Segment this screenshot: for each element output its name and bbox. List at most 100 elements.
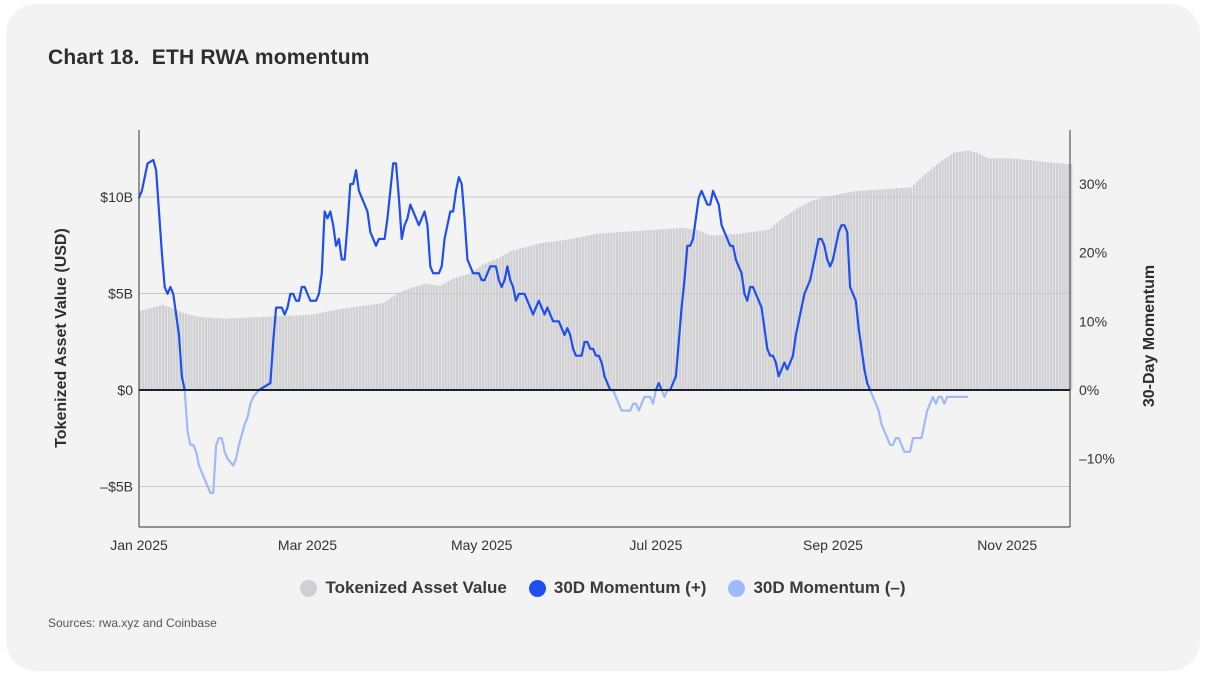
- asset-value-bar: [604, 233, 607, 390]
- asset-value-bar: [570, 238, 573, 390]
- asset-value-bar: [221, 318, 225, 390]
- asset-value-bar: [167, 307, 170, 390]
- asset-value-bar: [475, 268, 479, 390]
- asset-value-bar: [818, 198, 821, 390]
- asset-value-bar: [1058, 163, 1061, 390]
- asset-value-bar: [553, 241, 556, 390]
- axes: [138, 130, 1071, 528]
- asset-value-bar: [1024, 159, 1027, 390]
- asset-value-bar: [838, 194, 841, 390]
- asset-value-bar: [812, 200, 816, 390]
- asset-value-bar: [727, 234, 730, 390]
- asset-value-bar: [815, 199, 819, 390]
- asset-value-bar: [381, 303, 385, 390]
- asset-value-bar: [581, 236, 584, 390]
- asset-value-bar: [730, 234, 733, 390]
- asset-value-bar: [593, 234, 596, 390]
- asset-value-bar: [972, 151, 976, 390]
- asset-value-bar: [653, 229, 656, 390]
- asset-value-bar: [950, 154, 953, 390]
- asset-value-bar: [433, 285, 436, 390]
- asset-value-bar: [641, 230, 644, 390]
- asset-value-bar: [530, 245, 533, 390]
- asset-value-bar: [764, 230, 767, 390]
- momentum-line-negative: [868, 388, 969, 453]
- right-tick-label: 10%: [1079, 313, 1107, 329]
- asset-value-bar: [924, 173, 927, 390]
- asset-value-bar: [1010, 158, 1013, 390]
- asset-value-bar: [970, 151, 973, 390]
- legend-swatch-tokenized-asset-value: [300, 579, 318, 597]
- asset-value-bar: [524, 247, 527, 390]
- asset-value-bar: [895, 188, 899, 390]
- asset-value-bar: [176, 310, 179, 390]
- asset-value-bar: [981, 155, 984, 390]
- asset-value-bar: [733, 234, 736, 390]
- asset-value-bar: [1050, 162, 1053, 390]
- asset-value-bar: [250, 317, 253, 390]
- asset-value-bar: [855, 191, 859, 390]
- asset-value-bar: [1030, 160, 1033, 390]
- asset-value-bar: [675, 228, 679, 390]
- asset-value-bar: [361, 305, 365, 390]
- asset-value-bar: [276, 316, 279, 390]
- asset-value-bar: [267, 316, 270, 390]
- asset-value-bar: [264, 316, 267, 390]
- asset-value-bar: [387, 299, 390, 390]
- asset-value-bar: [870, 190, 873, 390]
- asset-value-bar: [601, 233, 604, 390]
- asset-value-bar: [541, 242, 544, 390]
- asset-value-bar: [613, 232, 616, 390]
- asset-value-bar: [1027, 160, 1030, 390]
- asset-value-bar: [378, 303, 382, 390]
- asset-value-bar: [504, 254, 507, 390]
- legend-swatch-momentum-positive: [528, 579, 546, 597]
- asset-value-bar: [590, 234, 593, 390]
- asset-value-bar: [610, 232, 613, 390]
- asset-value-bar: [1041, 161, 1044, 390]
- asset-value-bar: [958, 151, 961, 390]
- asset-value-bar: [898, 188, 901, 390]
- asset-value-bar: [578, 237, 582, 390]
- asset-value-bar: [784, 216, 787, 390]
- momentum-line-positive: [137, 158, 186, 392]
- momentum-line-positive: [666, 189, 872, 392]
- asset-value-bar: [907, 187, 910, 390]
- asset-value-bar: [521, 247, 524, 390]
- asset-value-bar: [910, 187, 913, 390]
- asset-value-bar: [273, 316, 276, 390]
- asset-value-bar: [370, 304, 373, 390]
- left-tick-label: $0: [117, 382, 133, 398]
- asset-value-bar: [1061, 163, 1064, 390]
- asset-value-bar: [464, 274, 467, 390]
- x-tick-label: Nov 2025: [977, 537, 1037, 553]
- asset-value-bar: [544, 242, 547, 390]
- asset-value-bar: [1047, 162, 1050, 390]
- asset-value-bar: [427, 284, 430, 390]
- asset-value-bar: [233, 318, 236, 390]
- asset-value-bar: [1055, 162, 1059, 390]
- asset-value-bar: [635, 230, 639, 390]
- asset-value-bar: [832, 195, 836, 390]
- asset-value-bar: [1035, 160, 1039, 390]
- asset-value-bar: [1038, 161, 1041, 390]
- asset-value-bar: [775, 222, 779, 390]
- asset-value-bar: [410, 287, 413, 390]
- asset-value-bar: [384, 301, 387, 390]
- asset-value-bar: [718, 235, 722, 390]
- asset-value-bar: [333, 310, 336, 390]
- asset-value-bar: [1021, 159, 1024, 390]
- asset-value-bar: [318, 312, 322, 390]
- asset-value-bar: [787, 214, 790, 390]
- asset-value-bar: [447, 281, 450, 390]
- asset-value-bar: [1015, 158, 1019, 390]
- asset-value-bar: [193, 315, 196, 390]
- asset-value-bar: [390, 297, 393, 390]
- asset-value-bar: [707, 234, 710, 390]
- asset-value-bar: [921, 176, 924, 390]
- asset-value-bar: [413, 286, 416, 390]
- asset-value-bar: [358, 306, 362, 390]
- asset-value-bar: [795, 208, 799, 390]
- asset-value-bar: [658, 229, 662, 390]
